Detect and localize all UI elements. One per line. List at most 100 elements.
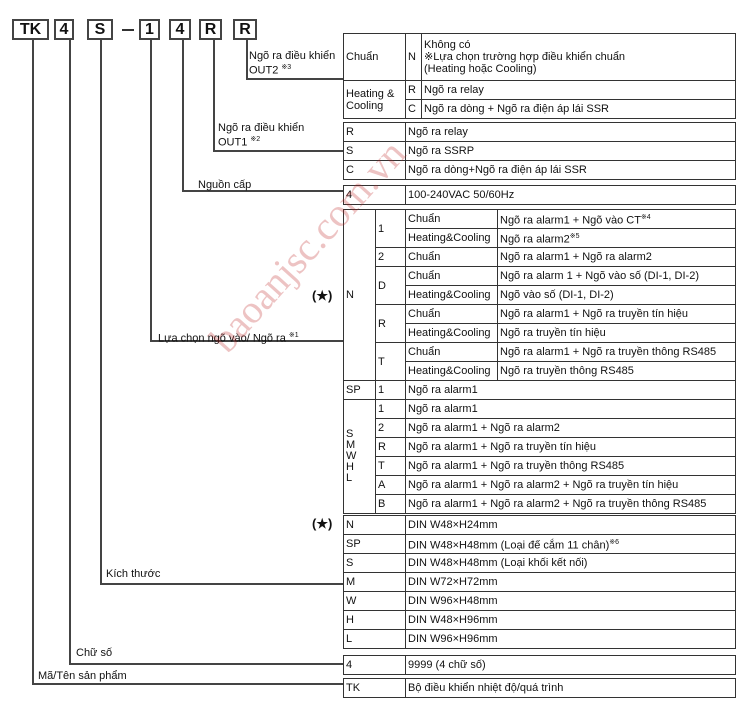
io-table: N 1 Chuẩn Ngõ ra alarm1 + Ngõ vào CT※4 Heat…: [343, 209, 736, 514]
cell: 2: [375, 418, 406, 438]
cell: L: [343, 629, 406, 649]
cell: Chuẩn: [405, 342, 498, 362]
cell: SP: [343, 380, 376, 400]
cell: R: [375, 304, 406, 343]
cell: A: [375, 475, 406, 495]
code-box-size: S: [87, 19, 113, 40]
out1-table: R Ngõ ra relay S Ngõ ra SSRP C Ngõ ra dòng+…: [343, 122, 736, 180]
cell: Ngõ ra relay: [405, 122, 736, 142]
cell: 9999 (4 chữ số): [405, 655, 736, 675]
cell: H: [343, 610, 406, 630]
cell: Chuẩn: [405, 209, 498, 229]
label-digits: Chữ số: [76, 647, 113, 659]
code-box-out2: R: [233, 19, 257, 40]
cell: Ngõ ra alarm 1 + Ngõ vào số (DI-1, DI-2): [497, 266, 736, 286]
cell: W: [343, 591, 406, 611]
connector-line: [213, 150, 343, 152]
cell: Ngõ ra alarm1: [405, 399, 736, 419]
connector-line: [182, 190, 343, 192]
cell: D: [375, 266, 406, 305]
cell: Ngõ ra truyền tín hiệu: [497, 323, 736, 343]
connector-line: [182, 40, 184, 191]
cell: 4: [343, 655, 406, 675]
code-box-digits: 4: [54, 19, 74, 40]
cell: Heating&Cooling: [405, 323, 498, 343]
cell: Ngõ ra relay: [421, 80, 736, 100]
cell: T: [375, 456, 406, 476]
cell: DIN W48×H48mm (Loại đế cắm 11 chân)※6: [405, 534, 736, 554]
cell: R: [343, 122, 406, 142]
code-box-io: 1: [139, 19, 160, 40]
cell: Heating & Cooling: [343, 80, 406, 119]
cell: Heating&Cooling: [405, 285, 498, 305]
cell: DIN W48×H24mm: [405, 515, 736, 535]
cell: Ngõ ra dòng+Ngõ ra điện áp lái SSR: [405, 160, 736, 180]
cell: DIN W48×H96mm: [405, 610, 736, 630]
cell: N: [343, 209, 376, 381]
label-product: Mã/Tên sản phẩm: [38, 670, 127, 682]
connector-line: [32, 683, 343, 685]
cell: Ngõ ra alarm1: [405, 380, 736, 400]
cell: DIN W96×H48mm: [405, 591, 736, 611]
cell: S: [343, 141, 406, 161]
label-power: Nguồn cấp: [198, 179, 252, 191]
code-box-series: TK: [12, 19, 49, 40]
cell: Ngõ ra alarm1 + Ngõ ra alarm2 + Ngõ ra t…: [405, 494, 736, 514]
connector-line: [246, 40, 248, 79]
product-table: TK Bộ điều khiển nhiệt độ/quá trình: [343, 678, 736, 698]
cell: Ngõ ra alarm1 + Ngõ ra truyền tín hiệu: [497, 304, 736, 324]
cell: DIN W72×H72mm: [405, 572, 736, 592]
code-dash: [122, 29, 134, 31]
connector-line: [150, 40, 152, 341]
cell: Heating&Cooling: [405, 228, 498, 248]
digits-table: 4 9999 (4 chữ số): [343, 655, 736, 675]
power-table: 4 100-240VAC 50/60Hz: [343, 185, 736, 205]
label-out1: Ngõ ra điều khiển OUT1 ※2: [218, 122, 305, 149]
star-mark: (★): [312, 288, 333, 303]
cell: Bộ điều khiển nhiệt độ/quá trình: [405, 678, 736, 698]
label-io: Lựa chọn ngõ vào/ Ngõ ra ※1: [158, 332, 299, 345]
code-box-power: 4: [169, 19, 191, 40]
star-mark: (★): [312, 516, 333, 531]
cell: Ngõ ra alarm1 + Ngõ ra truyền thông RS48…: [497, 342, 736, 362]
connector-line: [69, 40, 71, 664]
cell: TK: [343, 678, 406, 698]
cell: Không có ※Lựa chọn trường hợp điều khiển …: [421, 33, 736, 81]
cell: Ngõ ra alarm1 + Ngõ ra alarm2 + Ngõ ra t…: [405, 475, 736, 495]
table-row: C Ngõ ra dòng+Ngõ ra điện áp lái SSR: [343, 160, 736, 180]
table-row: S Ngõ ra SSRP: [343, 141, 736, 161]
cell: 1: [375, 380, 406, 400]
cell: S: [343, 553, 406, 573]
cell: Ngõ ra alarm1 + Ngõ vào CT※4: [497, 209, 736, 229]
cell: Chuẩn: [405, 266, 498, 286]
size-table: N DIN W48×H24mm SP DIN W48×H48mm (Loại đế …: [343, 515, 736, 649]
cell: DIN W96×H96mm: [405, 629, 736, 649]
cell: N: [405, 33, 422, 81]
code-box-out1: R: [199, 19, 222, 40]
cell: Ngõ ra dòng + Ngõ ra điện áp lái SSR: [421, 99, 736, 119]
cell: T: [375, 342, 406, 381]
cell: Ngõ ra SSRP: [405, 141, 736, 161]
cell: Ngõ ra alarm1 + Ngõ ra truyền thông RS48…: [405, 456, 736, 476]
cell: 2: [375, 247, 406, 267]
cell: Ngõ ra alarm1 + Ngõ ra alarm2: [497, 247, 736, 267]
cell: Chuẩn: [405, 304, 498, 324]
cell: DIN W48×H48mm (Loại khối kết nối): [405, 553, 736, 573]
cell: Heating&Cooling: [405, 361, 498, 381]
table-row: R Ngõ ra relay: [343, 122, 736, 142]
connector-line: [150, 340, 343, 342]
connector-line: [213, 40, 215, 151]
label-out2: Ngõ ra điều khiển OUT2 ※3: [249, 50, 336, 77]
connector-line: [69, 663, 343, 665]
cell: 1: [375, 209, 406, 248]
cell: M: [343, 572, 406, 592]
cell: Ngõ ra alarm2※5: [497, 228, 736, 248]
cell: SP: [343, 534, 406, 554]
cell: C: [405, 99, 422, 119]
label-size: Kích thước: [106, 568, 161, 580]
cell: 4: [343, 185, 406, 205]
cell: Ngõ ra truyền thông RS485: [497, 361, 736, 381]
cell: N: [343, 515, 406, 535]
cell: Chuẩn: [343, 33, 406, 81]
